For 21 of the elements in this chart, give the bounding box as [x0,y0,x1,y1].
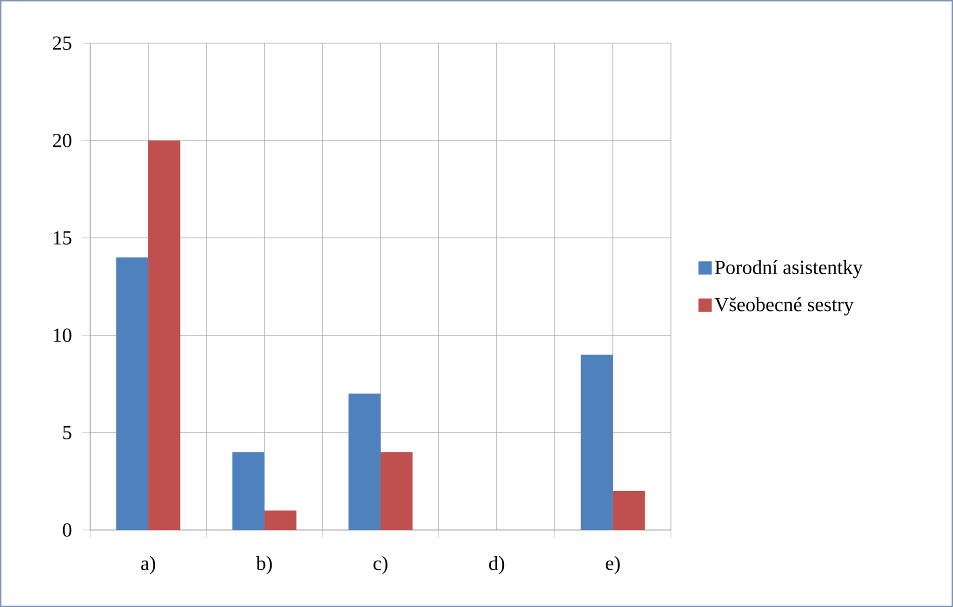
bar [348,394,381,530]
y-tick-label: 10 [54,328,72,342]
bar [232,452,264,530]
bar [264,510,296,530]
legend-label: Všeobecné sestry [714,297,854,316]
y-tick-label: 0 [62,523,72,537]
y-tick-label: 20 [52,134,72,148]
bar [148,140,180,530]
x-tick-label: e) [606,556,620,574]
x-tick-label: d) [489,556,504,574]
bar [380,452,413,530]
y-tick-label: 5 [63,426,72,440]
y-tick-label: 15 [54,231,72,245]
x-tick-label: a) [141,556,156,574]
bar [612,490,645,530]
bar [116,257,148,530]
x-tick-label: b) [256,556,272,574]
y-tick-label: 25 [52,36,72,50]
x-tick-label: c) [374,556,388,574]
bar [580,354,613,530]
legend-label: Porodní asistentky [715,260,863,278]
